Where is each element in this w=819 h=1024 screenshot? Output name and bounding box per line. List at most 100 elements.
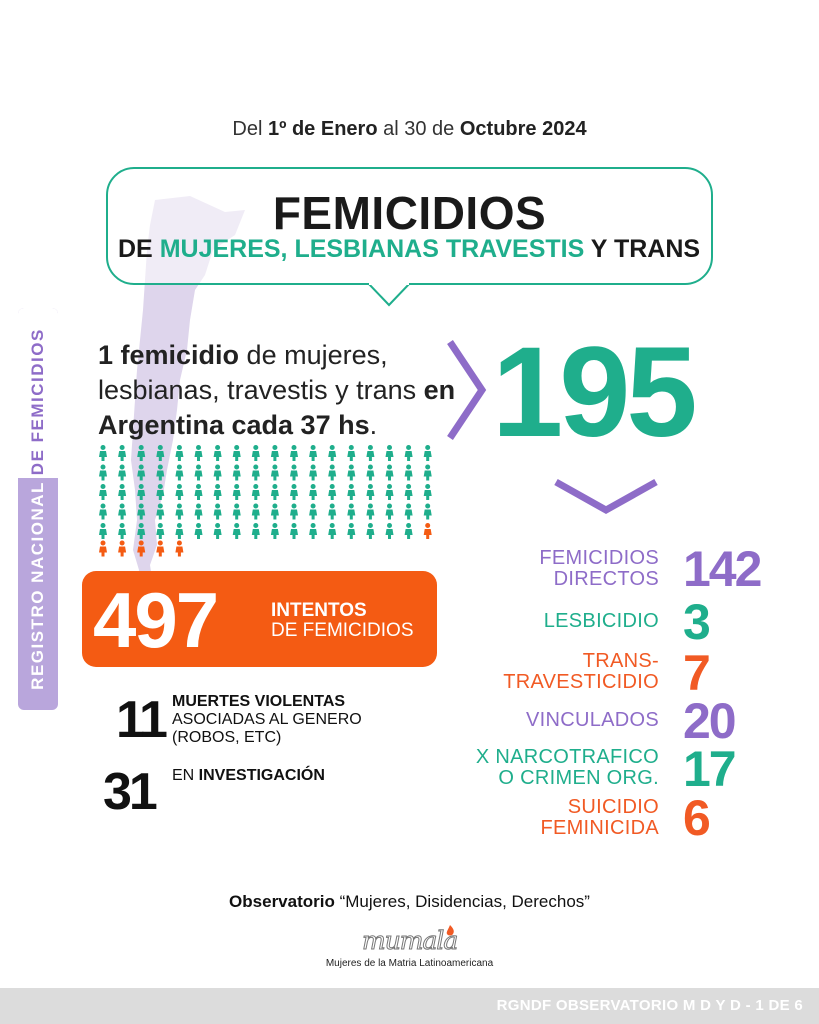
- person-icon: [309, 523, 318, 539]
- person-icon: [404, 445, 413, 461]
- person-icon: [347, 464, 356, 481]
- person-icon: [118, 484, 127, 500]
- breakdown-value-directos: 142: [683, 541, 762, 597]
- breakdown-label-line: X NARCOTRAFICO: [475, 746, 659, 768]
- person-icon: [290, 484, 298, 500]
- subtitle-trans: Y TRANS: [590, 235, 701, 263]
- person-icon: [175, 503, 184, 520]
- person-icon: [385, 464, 394, 481]
- breakdown-label-narcotrafico: X NARCOTRAFICO O CRIMEN ORG.: [476, 747, 659, 789]
- breakdown-label-line: DIRECTOS: [553, 568, 659, 590]
- person-icon: [194, 484, 203, 500]
- people-grid: [99, 445, 432, 557]
- person-icon: [404, 523, 413, 539]
- breakdown-value-suicidio: 6: [683, 790, 711, 846]
- person-icon: [99, 540, 107, 557]
- person-icon: [270, 464, 279, 481]
- person-icon: [385, 445, 394, 461]
- person-icon: [385, 523, 394, 539]
- investigacion-prefix: EN: [172, 767, 199, 784]
- subtitle-travestis: TRAVESTIS: [445, 235, 591, 263]
- femicide-rate-text: 1 femicidio de mujeres, lesbianas, trave…: [98, 338, 458, 443]
- person-icon: [175, 540, 184, 557]
- person-icon: [137, 484, 146, 500]
- person-icon: [270, 484, 279, 500]
- person-icon: [213, 484, 222, 500]
- date-range: Del 1º de Enero al 30 de Octubre 2024: [0, 118, 819, 141]
- person-icon: [232, 445, 241, 461]
- footer-page-label: RGNDF OBSERVATORIO M D Y D - 1 DE 6: [496, 997, 803, 1014]
- person-icon: [328, 464, 337, 481]
- person-icon: [251, 445, 260, 461]
- date-end-day: 30 de: [404, 118, 455, 140]
- person-icon: [290, 523, 298, 539]
- person-icon: [156, 464, 165, 481]
- rate-frequency: en Argentina cada 37 hs: [98, 375, 456, 440]
- person-icon: [99, 445, 107, 461]
- intentos-label-line2: DE FEMICIDIOS: [271, 620, 414, 641]
- person-icon: [99, 503, 107, 520]
- person-icon: [232, 503, 241, 520]
- person-icon: [270, 523, 279, 539]
- person-icon: [99, 464, 107, 481]
- person-icon: [347, 484, 356, 500]
- person-icon: [328, 503, 337, 520]
- page-subtitle: DE MUJERES, LESBIANAS TRAVESTIS Y TRANS: [118, 235, 708, 264]
- person-icon: [213, 523, 222, 539]
- subtitle-de: DE: [118, 235, 160, 263]
- person-icon: [251, 484, 260, 500]
- person-icon: [366, 503, 375, 520]
- person-icon: [213, 464, 222, 481]
- observatorio-label: Observatorio: [229, 892, 335, 911]
- date-start: 1º de Enero: [267, 118, 378, 140]
- person-icon: [137, 523, 146, 539]
- muertes-label-line2: ASOCIADAS AL GENERO: [172, 711, 362, 728]
- person-icon: [423, 523, 432, 539]
- muertes-label-line3: (ROBOS, ETC): [172, 729, 282, 746]
- breakdown-label-line: TRAVESTICIDIO: [503, 671, 659, 693]
- breakdown-label-line: VINCULADOS: [525, 709, 659, 731]
- person-icon: [175, 464, 184, 481]
- bubble-tail: [367, 283, 411, 307]
- person-icon: [156, 445, 165, 461]
- side-label-part1: REGISTRO NACIONAL: [28, 475, 47, 690]
- breakdown-label-line: TRANS-: [582, 650, 659, 672]
- observatorio-name: “Mujeres, Disidencias, Derechos”: [334, 892, 590, 911]
- person-icon: [156, 484, 165, 500]
- observatorio-credit: Observatorio “Mujeres, Disidencias, Dere…: [0, 892, 819, 912]
- person-icon: [194, 503, 203, 520]
- person-icon: [251, 464, 260, 481]
- person-icon: [309, 445, 318, 461]
- person-icon: [270, 445, 279, 461]
- side-label-part2: DE FEMICIDIOS: [28, 328, 47, 476]
- breakdown-value-transtravesticidio: 7: [683, 645, 711, 701]
- person-icon: [309, 464, 318, 481]
- rate-count: 1 femicidio: [98, 340, 240, 370]
- person-icon: [270, 503, 279, 520]
- chevron-right-icon: [447, 340, 487, 440]
- breakdown-label-line: FEMINICIDA: [540, 817, 659, 839]
- intentos-label-line1: INTENTOS: [271, 600, 367, 621]
- rate-period: .: [369, 410, 378, 440]
- breakdown-label-line: LESBICIDIO: [543, 610, 659, 632]
- person-icon: [347, 445, 356, 461]
- person-icon: [175, 523, 184, 539]
- breakdown-label-line: O CRIMEN ORG.: [498, 767, 659, 789]
- person-icon: [423, 503, 432, 520]
- person-icon: [232, 484, 241, 500]
- side-label: REGISTRO NACIONAL DE FEMICIDIOS: [18, 308, 58, 710]
- person-icon: [328, 523, 337, 539]
- person-icon: [251, 503, 260, 520]
- subtitle-mujeres-lesbianas: MUJERES, LESBIANAS: [159, 235, 446, 263]
- breakdown-label-line: SUICIDIO: [567, 796, 659, 818]
- person-icon: [423, 445, 432, 461]
- person-icon: [213, 503, 222, 520]
- investigacion-number: 31: [103, 763, 158, 821]
- person-icon: [137, 464, 146, 481]
- person-icon: [366, 464, 375, 481]
- person-icon: [156, 540, 165, 557]
- person-icon: [366, 484, 375, 500]
- investigacion-label: EN INVESTIGACIÓN: [172, 767, 325, 785]
- footer-bar: [0, 988, 819, 1024]
- date-end-month: Octubre 2024: [454, 118, 587, 140]
